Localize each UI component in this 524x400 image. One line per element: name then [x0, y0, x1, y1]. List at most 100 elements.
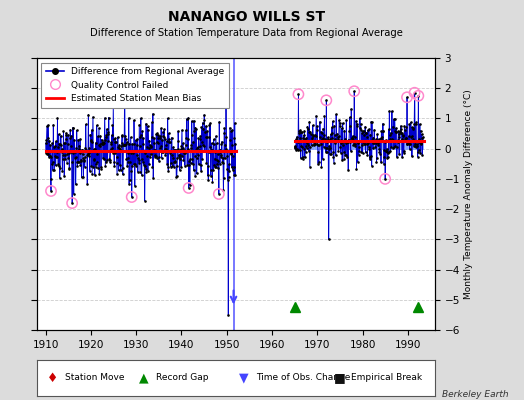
Point	[315, 118, 324, 125]
Point	[190, 128, 199, 134]
Point	[291, 147, 300, 153]
Point	[181, 150, 190, 156]
Point	[109, 102, 117, 109]
Point	[123, 155, 132, 161]
Point	[376, 151, 385, 157]
Point	[383, 149, 391, 156]
Point	[379, 160, 388, 167]
Point	[345, 114, 354, 121]
Point	[344, 139, 352, 146]
Point	[290, 145, 299, 151]
Point	[127, 168, 136, 174]
Point	[316, 140, 325, 147]
Point	[139, 162, 148, 168]
Point	[399, 132, 407, 139]
Point	[148, 134, 156, 140]
Point	[322, 97, 331, 104]
Point	[369, 140, 378, 146]
Point	[359, 140, 368, 147]
Point	[408, 133, 417, 140]
Point	[166, 163, 174, 170]
Point	[352, 118, 361, 124]
Point	[231, 172, 239, 178]
Point	[50, 143, 58, 150]
Point	[134, 157, 143, 163]
Point	[360, 131, 368, 138]
Point	[311, 141, 320, 148]
Point	[133, 152, 141, 158]
Point	[111, 138, 119, 145]
Point	[192, 126, 200, 132]
Point	[326, 145, 334, 151]
Point	[411, 121, 420, 127]
Point	[389, 145, 397, 151]
Point	[90, 146, 98, 152]
Point	[95, 125, 103, 131]
Point	[309, 122, 317, 128]
Point	[417, 141, 425, 148]
Point	[129, 150, 137, 157]
Point	[183, 161, 191, 168]
Point	[201, 129, 210, 135]
Point	[156, 135, 164, 142]
Point	[137, 172, 146, 178]
Point	[403, 94, 411, 100]
Point	[323, 145, 332, 151]
Point	[382, 148, 390, 154]
Point	[158, 149, 167, 156]
Point	[377, 128, 386, 134]
Point	[392, 125, 400, 131]
Point	[334, 136, 342, 143]
Point	[153, 130, 161, 136]
Point	[293, 137, 301, 144]
Point	[338, 157, 346, 164]
Point	[143, 153, 151, 159]
Point	[43, 150, 52, 157]
Point	[363, 152, 372, 158]
Point	[343, 139, 351, 146]
Point	[191, 153, 199, 160]
Point	[335, 117, 343, 123]
Point	[149, 110, 157, 117]
Point	[394, 138, 402, 145]
Point	[146, 142, 154, 148]
Point	[49, 122, 58, 128]
Point	[194, 135, 203, 141]
Point	[405, 141, 413, 147]
Point	[419, 134, 428, 140]
Point	[341, 152, 350, 158]
Point	[60, 140, 68, 146]
Point	[170, 147, 179, 153]
Point	[403, 140, 412, 147]
Point	[418, 131, 426, 138]
Point	[202, 160, 211, 166]
Point	[345, 128, 354, 134]
Point	[116, 146, 124, 152]
Point	[65, 164, 73, 171]
Point	[387, 130, 395, 136]
Point	[337, 139, 345, 146]
Point	[321, 136, 330, 143]
Point	[359, 139, 367, 145]
Point	[366, 131, 375, 138]
Point	[376, 135, 385, 142]
Point	[219, 155, 227, 161]
Point	[375, 146, 383, 152]
Point	[219, 187, 227, 193]
Point	[63, 141, 72, 148]
Point	[310, 140, 318, 147]
Point	[47, 176, 55, 182]
Point	[160, 126, 168, 132]
Point	[355, 148, 364, 154]
Point	[297, 143, 305, 150]
Point	[196, 133, 204, 140]
Point	[336, 150, 345, 156]
Point	[215, 191, 223, 197]
Point	[412, 144, 421, 150]
Point	[214, 158, 223, 164]
Text: ▲: ▲	[139, 372, 149, 384]
Point	[364, 144, 373, 150]
Point	[90, 157, 98, 163]
Point	[53, 154, 61, 160]
Point	[177, 146, 185, 152]
